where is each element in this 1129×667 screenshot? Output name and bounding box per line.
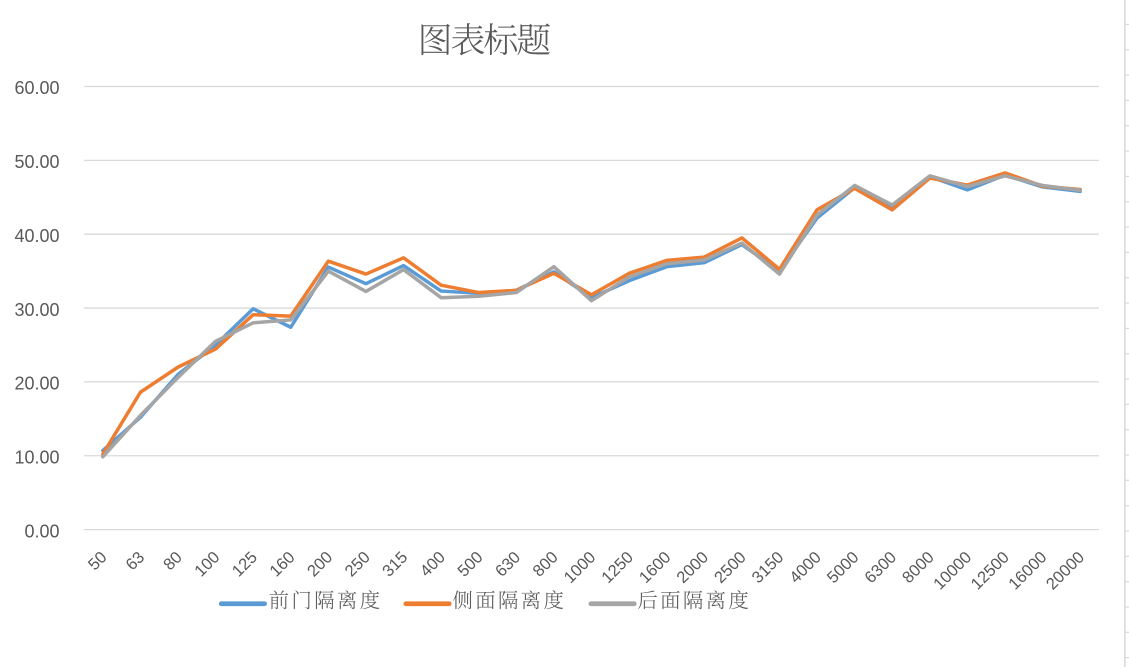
svg-text:60.00: 60.00 xyxy=(14,78,59,98)
svg-text:40.00: 40.00 xyxy=(14,226,59,246)
svg-text:30.00: 30.00 xyxy=(14,300,59,320)
svg-text:10.00: 10.00 xyxy=(14,447,59,467)
svg-text:20.00: 20.00 xyxy=(14,374,59,394)
svg-text:50.00: 50.00 xyxy=(14,152,59,172)
svg-text:0.00: 0.00 xyxy=(24,521,59,541)
